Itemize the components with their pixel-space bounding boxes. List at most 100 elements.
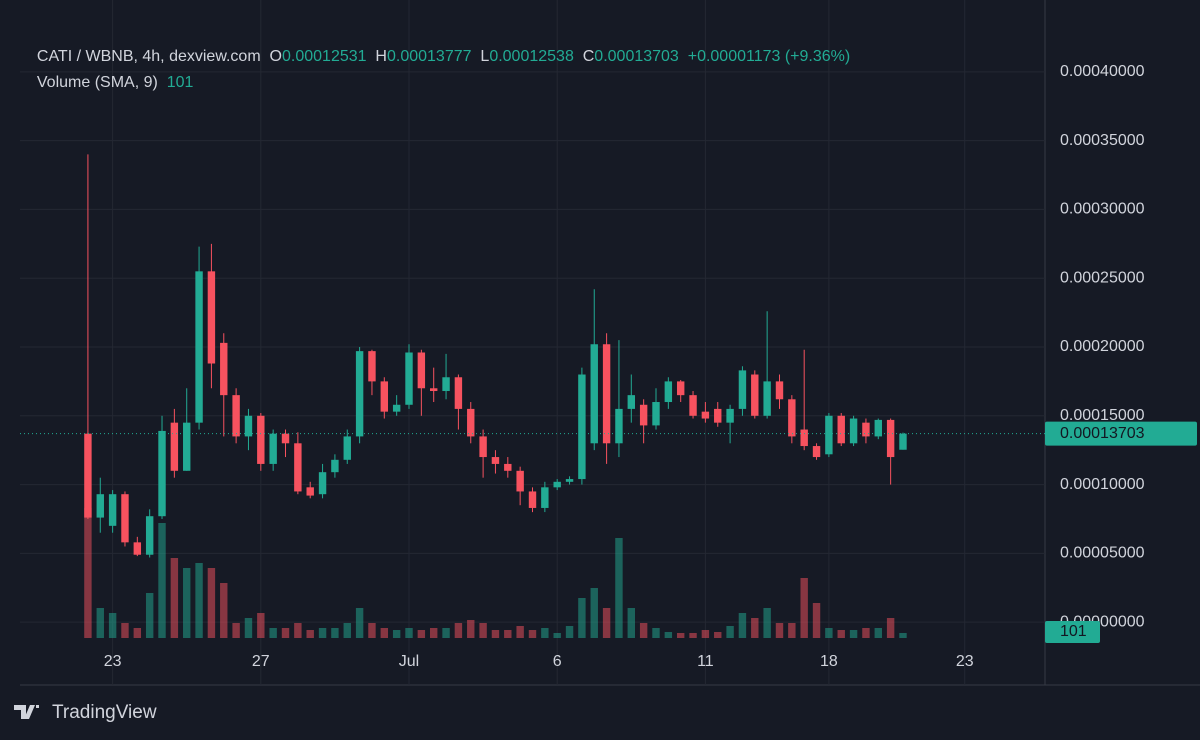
candle-body [565, 479, 574, 482]
brand: TradingView [52, 702, 157, 723]
logo[interactable]: TradingView [14, 702, 157, 723]
price-label-box [1045, 421, 1197, 446]
volume-bar [837, 630, 845, 638]
volume-bar [504, 630, 512, 638]
price-label: 0.00013703 [1060, 425, 1145, 442]
l-value: 0.00012538 [489, 48, 574, 65]
o-label: O [269, 48, 282, 65]
candle-body [343, 436, 351, 460]
volume-pane [84, 508, 907, 638]
candle-body [183, 422, 191, 471]
candle-body [886, 419, 895, 458]
candle-body [751, 374, 759, 416]
axes: 0.000000000.000050000.000100000.00015000… [20, 63, 1197, 670]
h-value: 0.00013777 [386, 48, 472, 65]
candle-body [96, 494, 104, 518]
candle-body [812, 446, 821, 458]
x-tick-label: Jul [399, 653, 419, 670]
volume-bar [701, 630, 710, 638]
candle-body [294, 443, 302, 492]
volume-bar [652, 628, 660, 638]
volume-bar [751, 618, 759, 638]
volume-bar [108, 613, 117, 638]
x-tick-label: 18 [820, 653, 838, 670]
candle-body [108, 494, 117, 526]
volume-bar [355, 608, 364, 638]
candle-body [479, 436, 487, 458]
volume-bar [899, 633, 907, 638]
volume-bar [825, 628, 833, 638]
volume-bar [380, 628, 389, 638]
volume-label: 101 [1060, 623, 1087, 640]
candle-body [553, 481, 561, 488]
volume-bar [220, 583, 228, 638]
candle-body [849, 418, 858, 444]
volume-bar [430, 628, 438, 638]
candle-body [121, 494, 129, 543]
volume-bar [145, 593, 154, 638]
volume-bar [541, 628, 549, 638]
volume-bar [244, 618, 253, 638]
candle-body [689, 395, 697, 416]
volume-bar [467, 620, 475, 638]
candle-body [368, 351, 376, 382]
candle-body [738, 370, 747, 409]
volume-bar [516, 626, 524, 638]
candle-body [84, 433, 92, 518]
candle-body [281, 433, 290, 444]
volume-bar [368, 623, 376, 638]
volume-bar [257, 613, 265, 638]
candle-body [331, 459, 339, 473]
volume-bar [775, 623, 784, 638]
volume-bar [553, 633, 561, 638]
volume-bar [849, 630, 858, 638]
volume-title: Volume (SMA, 9) [36, 74, 158, 91]
volume-bar [590, 588, 598, 638]
volume-bar [96, 608, 104, 638]
candle-body [244, 415, 253, 437]
volume-bar [615, 538, 623, 638]
candle-body [504, 463, 512, 471]
x-tick-label: 6 [553, 653, 562, 670]
y-tick-label: 0.00040000 [1060, 63, 1145, 80]
volume-bar [627, 608, 635, 638]
volume-bar [528, 630, 537, 638]
o-value: 0.00012531 [282, 48, 367, 65]
candle-body [232, 395, 240, 437]
candle-body [516, 470, 524, 492]
y-tick-label: 0.00010000 [1060, 476, 1145, 493]
volume-bar [491, 630, 500, 638]
candle-body [825, 415, 833, 455]
candle-body [380, 381, 389, 412]
volume-bar [158, 523, 166, 638]
volume-bar [121, 623, 129, 638]
candle-body [639, 404, 648, 426]
candle-body [318, 472, 327, 495]
volume-bar [133, 628, 142, 638]
volume-bar [294, 623, 302, 638]
volume-bar [392, 630, 401, 638]
candle-body [788, 399, 796, 437]
x-tick-label: 23 [104, 653, 122, 670]
volume-bar [874, 628, 882, 638]
volume-bar [800, 578, 808, 638]
candle-body [590, 344, 598, 444]
volume-bar [232, 623, 240, 638]
candle-body [528, 491, 537, 508]
candle-body [874, 419, 882, 437]
candle-body [775, 381, 784, 400]
candle-body [133, 542, 142, 555]
logo-icon [14, 705, 39, 719]
volume-bar [170, 558, 179, 638]
volume-bar [343, 623, 351, 638]
volume-bar [417, 630, 426, 638]
candle-body [701, 411, 710, 419]
candle-body [454, 377, 463, 409]
candle-body [602, 344, 611, 444]
volume-bar [602, 608, 611, 638]
y-tick-label: 0.00020000 [1060, 338, 1145, 355]
candle-body [355, 351, 364, 437]
volume-bar [306, 630, 314, 638]
volume-bar [886, 618, 895, 638]
